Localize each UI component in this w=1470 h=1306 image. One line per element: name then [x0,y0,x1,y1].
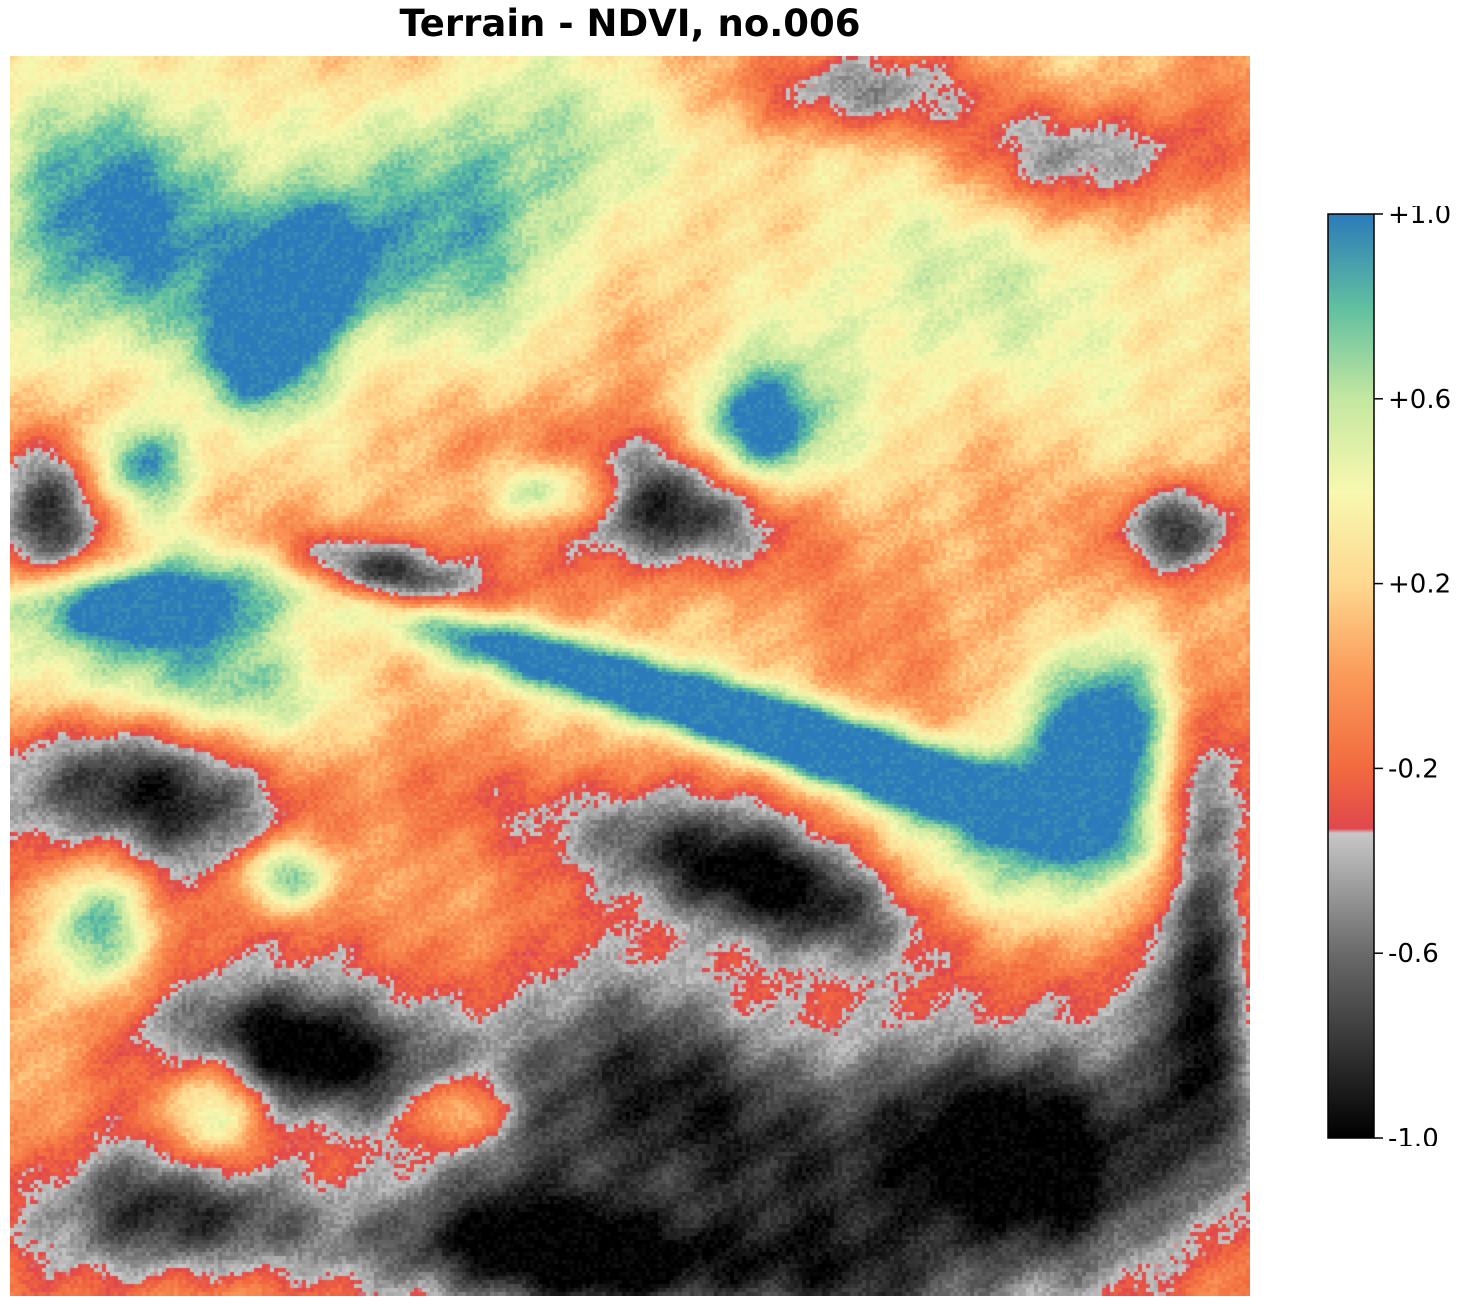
colorbar-gradient [1327,213,1375,1139]
colorbar-tick-label: +0.6 [1388,385,1451,415]
colorbar: +1.0 +0.6 +0.2 -0.2 -0.6 -1.0 [1320,206,1470,1146]
ndvi-heatmap [10,56,1250,1296]
chart-title: Terrain - NDVI, no.006 [399,2,861,45]
colorbar-svg: +1.0 +0.6 +0.2 -0.2 -0.6 -1.0 [1327,206,1451,1146]
colorbar-tick-label: -0.6 [1388,939,1439,969]
colorbar-tick-label: -1.0 [1388,1124,1439,1146]
colorbar-tick-label: +0.2 [1388,570,1451,600]
colorbar-tick-label: +1.0 [1388,206,1451,230]
colorbar-tick-label: -0.2 [1388,754,1439,784]
